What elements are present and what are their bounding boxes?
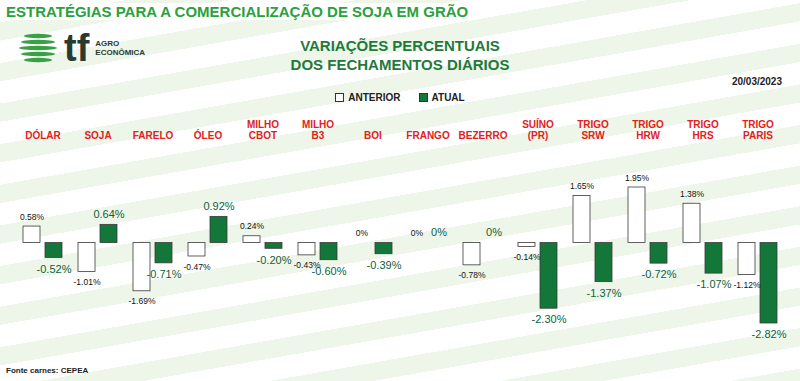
svg-text:-0.14%: -0.14% [514, 252, 541, 262]
html-text:20/03/2023: 20/03/2023 [731, 76, 782, 87]
svg-text:MILHOB3: MILHOB3 [302, 119, 334, 141]
svg-text:DÓLAR: DÓLAR [25, 129, 61, 141]
html-text:ESTRATÉGIAS PARA A COMERCIALIZ: ESTRATÉGIAS PARA A COMERCIALIZAÇÃO DE SO… [6, 3, 469, 20]
svg-text:1.65%: 1.65% [570, 181, 595, 191]
svg-text:-0.52%: -0.52% [37, 263, 72, 275]
svg-text:-0.43%: -0.43% [293, 260, 321, 271]
svg-text:-0.72%: -0.72% [642, 268, 677, 280]
svg-text:SOJA: SOJA [84, 130, 111, 141]
svg-text:-2.82%: -2.82% [752, 328, 787, 340]
html-text:VARIAÇÕES PERCENTUAIS DOS FECH: VARIAÇÕES PERCENTUAIS DOS FECHAMENTOS DI… [290, 37, 510, 73]
svg-text:0.64%: 0.64% [93, 208, 124, 220]
svg-text:0.92%: 0.92% [203, 200, 234, 212]
html-text:ATUAL: ATUAL [431, 92, 465, 103]
svg-text:-1.69%: -1.69% [129, 296, 156, 306]
svg-text:-1.12%: -1.12% [734, 280, 761, 290]
html-text:ANTERIOR: ANTERIOR [348, 92, 401, 103]
svg-text:1.95%: 1.95% [625, 173, 650, 183]
svg-text:0%: 0% [431, 226, 447, 238]
svg-text:TRIGOSRW: TRIGOSRW [577, 119, 609, 141]
svg-text:-0.60%: -0.60% [312, 265, 347, 277]
svg-text:BOI: BOI [364, 130, 382, 141]
svg-text:0.58%: 0.58% [20, 212, 45, 222]
svg-text:0%: 0% [486, 226, 502, 238]
svg-text:BEZERRO: BEZERRO [459, 130, 508, 141]
svg-text:-0.78%: -0.78% [459, 270, 486, 280]
svg-text:-0.71%: -0.71% [147, 268, 182, 280]
svg-text:-1.07%: -1.07% [697, 278, 732, 290]
svg-text:1.38%: 1.38% [680, 189, 705, 199]
svg-text:TRIGOHRW: TRIGOHRW [632, 119, 664, 141]
svg-text:0%: 0% [411, 228, 424, 238]
svg-text:FRANGO: FRANGO [406, 130, 450, 141]
svg-text:-1.37%: -1.37% [587, 287, 622, 299]
svg-text:-0.20%: -0.20% [257, 254, 292, 266]
svg-text:TRIGOHRS: TRIGOHRS [687, 119, 719, 141]
svg-text:-0.39%: -0.39% [367, 259, 402, 271]
html-text:tf: tf [64, 27, 90, 69]
svg-text:-2.30%: -2.30% [532, 313, 567, 325]
svg-text:0.24%: 0.24% [240, 221, 265, 231]
svg-text:FARELO: FARELO [133, 130, 174, 141]
svg-text:-0.47%: -0.47% [184, 262, 211, 272]
html-text:Fonte carnes: CEPEA: Fonte carnes: CEPEA [6, 366, 89, 375]
html-text:AGRO ECONÔMICA: AGRO ECONÔMICA [95, 39, 146, 57]
svg-text:TRIGOPARIS: TRIGOPARIS [742, 119, 774, 141]
svg-text:-1.01%: -1.01% [74, 277, 101, 287]
svg-text:MILHOCBOT: MILHOCBOT [247, 119, 279, 141]
svg-text:SUÍNO(PR): SUÍNO(PR) [522, 118, 554, 141]
svg-text:ÓLEO: ÓLEO [194, 129, 223, 141]
svg-text:0%: 0% [356, 228, 369, 238]
